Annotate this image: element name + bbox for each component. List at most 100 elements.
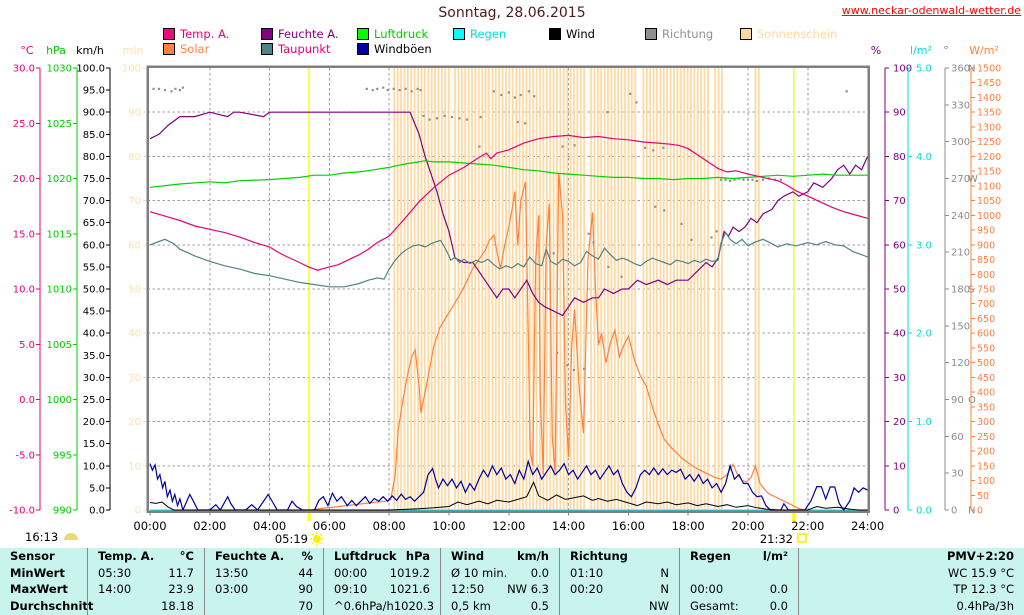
legend-item-regen: Regen — [453, 28, 506, 40]
axis-kmh: km/h 100.0 95.0 90.0 85.0 80.0 75.0 70.0 65.0 60.… — [76, 44, 111, 517]
svg-text:350: 350 — [977, 402, 995, 413]
plot-border — [146, 65, 870, 513]
cell: °C — [179, 549, 194, 564]
svg-text:0: 0 — [893, 506, 899, 517]
svg-text:1050: 1050 — [977, 196, 1001, 207]
svg-text:0.0: 0.0 — [916, 506, 932, 517]
svg-text:-5.0: -5.0 — [15, 450, 35, 461]
svg-text:800: 800 — [977, 270, 995, 281]
cell: 18.18 — [161, 599, 194, 614]
col-regen: Regen l/m² 00:00 0.0 Gesamt: 0.0 — [679, 548, 798, 615]
x-tick-label: 02:00 — [193, 519, 226, 533]
legend-label: Richtung — [662, 27, 714, 41]
svg-text:60.0: 60.0 — [83, 240, 105, 251]
pmv-value: TP 12.3 °C — [953, 582, 1014, 597]
svg-text:900: 900 — [977, 240, 995, 251]
svg-text:1.0: 1.0 — [916, 417, 932, 428]
cell: 14:00 — [98, 582, 132, 597]
svg-text:1150: 1150 — [977, 167, 1001, 178]
svg-text:90: 90 — [128, 108, 141, 119]
svg-text:450: 450 — [977, 373, 995, 384]
svg-text:1400: 1400 — [977, 93, 1001, 104]
cell: N — [660, 582, 669, 597]
svg-text:360: 360 — [951, 64, 970, 75]
svg-text:150: 150 — [951, 321, 970, 332]
svg-text:60: 60 — [893, 240, 906, 251]
svg-text:500: 500 — [977, 358, 995, 369]
svg-text:550: 550 — [977, 343, 995, 354]
svg-text:50: 50 — [893, 285, 906, 296]
svg-text:300: 300 — [951, 137, 970, 148]
svg-text:30.0: 30.0 — [83, 373, 105, 384]
col-wind: Wind km/h Ø 10 min. 0.0 12:50 NW 6.3 0,5 km 0.5 — [440, 548, 559, 615]
svg-text:100.0: 100.0 — [76, 64, 105, 75]
legend-swatch-windb-en — [357, 43, 369, 55]
svg-text:10: 10 — [128, 461, 141, 472]
cell: 13:50 — [215, 565, 249, 580]
cell: Feuchte A. — [215, 549, 285, 564]
cell: 0,5 km — [451, 599, 491, 614]
row-label: Sensor — [10, 549, 55, 564]
legend-item-sonnenschein: Sonnenschein — [740, 28, 837, 40]
sunrise-sunset-lines — [307, 68, 796, 521]
svg-text:180: 180 — [951, 285, 970, 296]
axis-header-min: min — [123, 44, 144, 57]
website-link[interactable]: www.neckar-odenwald-wetter.de — [841, 4, 1021, 17]
cell: Gesamt: — [690, 599, 739, 614]
svg-text:5.0: 5.0 — [19, 340, 35, 351]
cell: 00:00 — [690, 582, 724, 597]
legend-item-luftdruck: Luftdruck — [357, 28, 428, 40]
cell: ^0.6hPa/h — [334, 599, 394, 614]
svg-text:1020: 1020 — [47, 174, 72, 185]
svg-text:300: 300 — [977, 417, 995, 428]
axis-header-temp: °C — [20, 44, 34, 57]
cell: 05:30 — [98, 565, 132, 580]
x-tick-label: 18:00 — [672, 519, 705, 533]
sun-annotations: 16:13 05:19 21:32 — [25, 530, 807, 547]
cell: l/m² — [762, 549, 788, 564]
cell: 0.0 — [530, 565, 549, 580]
cell: Ø 10 min. — [451, 565, 508, 580]
svg-text:3.0: 3.0 — [916, 240, 932, 251]
cell: 00:00 — [334, 565, 368, 580]
svg-text:75.0: 75.0 — [83, 174, 105, 185]
cell: 00:20 — [570, 582, 604, 597]
axis-header-pct: % — [871, 44, 881, 57]
svg-text:0: 0 — [135, 506, 141, 517]
svg-text:O: O — [968, 395, 976, 406]
svg-text:50.0: 50.0 — [83, 285, 105, 296]
cell: hPa — [405, 549, 430, 564]
svg-text:990: 990 — [53, 506, 72, 517]
svg-text:90.0: 90.0 — [83, 108, 105, 119]
svg-text:20.0: 20.0 — [13, 174, 35, 185]
cell: Regen — [690, 549, 731, 564]
x-tick-label: 22:00 — [791, 519, 824, 533]
svg-text:20: 20 — [893, 417, 906, 428]
moonrise-icon — [64, 533, 78, 540]
svg-text:20: 20 — [128, 417, 141, 428]
svg-text:40: 40 — [893, 329, 906, 340]
svg-text:N: N — [968, 506, 975, 517]
svg-text:1450: 1450 — [977, 78, 1001, 89]
svg-text:70: 70 — [893, 196, 906, 207]
svg-text:270: 270 — [951, 174, 970, 185]
svg-text:1000: 1000 — [977, 211, 1001, 222]
svg-text:240: 240 — [951, 211, 970, 222]
cell: 11.7 — [168, 565, 194, 580]
series-temp-a — [149, 134, 868, 271]
axes: °C 30.0 25.0 20.0 15.0 10.0 5.0 0.0 -5.0 -10.0 hPa… — [9, 44, 1001, 517]
svg-text:80: 80 — [128, 152, 141, 163]
svg-text:600: 600 — [977, 329, 995, 340]
cell: 90 — [298, 582, 313, 597]
legend-swatch-regen — [453, 28, 465, 40]
svg-text:120: 120 — [951, 358, 970, 369]
x-axis: 00:00 02:00 04:00 06:00 08:00 10:00 12:00 14:00… — [133, 511, 884, 533]
svg-text:50: 50 — [977, 491, 989, 502]
col-sensor: Sensor MinWert MaxWert Durchschnitt — [0, 548, 93, 615]
svg-text:10.0: 10.0 — [13, 285, 35, 296]
svg-text:10: 10 — [893, 461, 906, 472]
svg-text:70.0: 70.0 — [83, 196, 105, 207]
